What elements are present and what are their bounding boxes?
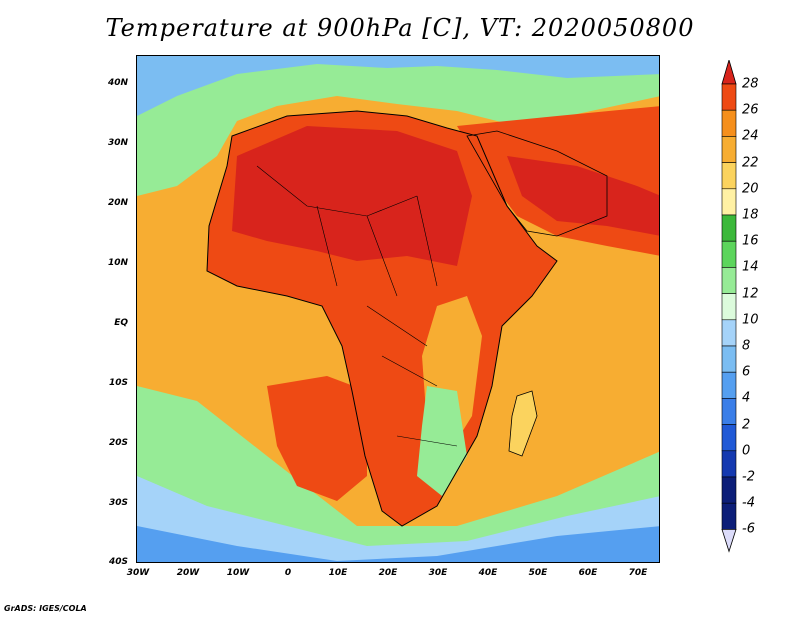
colorbar-segment bbox=[721, 267, 737, 294]
lon-label: 20E bbox=[378, 568, 398, 578]
atlantic-warm-plume bbox=[267, 376, 367, 501]
lon-label: 30W bbox=[126, 568, 150, 578]
south-coldest-zone bbox=[137, 526, 659, 562]
north-cold-zone bbox=[137, 56, 659, 116]
lat-label: 40N bbox=[107, 78, 128, 88]
colorbar-segment bbox=[721, 424, 737, 452]
arabia-hot-core bbox=[507, 156, 659, 236]
colorbar-segment bbox=[721, 319, 737, 347]
lon-label: 10E bbox=[328, 568, 348, 578]
south-cool-zone bbox=[137, 386, 659, 562]
madagascar bbox=[508, 390, 538, 457]
lat-label: EQ bbox=[114, 318, 128, 328]
lon-label: 40E bbox=[478, 568, 498, 578]
lat-label: 20S bbox=[108, 438, 128, 448]
colorbar-tick-label: 6 bbox=[742, 364, 751, 380]
colorbar-segment bbox=[721, 450, 737, 478]
colorbar-tick-label: 24 bbox=[742, 128, 759, 144]
colorbar-segment bbox=[721, 109, 737, 137]
lat-label: 40S bbox=[108, 557, 128, 567]
colorbar-tick-label: 4 bbox=[742, 390, 751, 406]
colorbar-top-arrow bbox=[721, 60, 737, 85]
colorbar-segment bbox=[721, 83, 737, 111]
colorbar-tick-label: 14 bbox=[742, 259, 759, 275]
colorbar-tick-label: 10 bbox=[742, 312, 759, 328]
colorbar-tick-label: 26 bbox=[742, 102, 759, 118]
lon-label: 30E bbox=[428, 568, 448, 578]
colorbar-tick-label: 28 bbox=[742, 76, 759, 92]
colorbar-segment bbox=[721, 293, 737, 321]
north-cool-zone bbox=[137, 56, 659, 196]
colorbar-segment bbox=[721, 240, 737, 268]
colorbar-tick-label: 8 bbox=[742, 338, 751, 354]
lon-label: 50E bbox=[528, 568, 548, 578]
lat-label: 30N bbox=[107, 138, 128, 148]
sahara-hot-core bbox=[232, 126, 472, 266]
colorbar-segment bbox=[721, 476, 737, 504]
lon-label: 60E bbox=[578, 568, 598, 578]
footer-credit: GrADS: IGES/COLA bbox=[4, 604, 87, 613]
colorbar-tick-label: 18 bbox=[742, 207, 759, 223]
lon-label: 20W bbox=[176, 568, 200, 578]
lon-label: 70E bbox=[628, 568, 648, 578]
colorbar-segment bbox=[721, 214, 737, 242]
colorbar-tick-label: 2 bbox=[742, 417, 751, 433]
colorbar-segment bbox=[721, 188, 737, 216]
lat-label: 10N bbox=[107, 258, 128, 268]
map-canvas bbox=[137, 56, 659, 562]
south-cold-zone bbox=[137, 476, 659, 562]
lat-label: 20N bbox=[107, 198, 128, 208]
colorbar-tick-label: 20 bbox=[742, 181, 759, 197]
africa-coastline bbox=[206, 110, 558, 527]
colorbar-bottom-arrow bbox=[721, 528, 737, 553]
colorbar-tick-label: -6 bbox=[742, 521, 755, 537]
map-title: Temperature at 900hPa [C], VT: 202005080… bbox=[105, 14, 695, 42]
colorbar bbox=[721, 60, 737, 553]
country-borders bbox=[256, 165, 458, 447]
lon-label: 10W bbox=[226, 568, 250, 578]
colorbar-segment bbox=[721, 136, 737, 163]
colorbar-tick-label: -2 bbox=[742, 469, 755, 485]
lon-label: 0 bbox=[284, 568, 292, 578]
temperature-map bbox=[136, 55, 660, 563]
colorbar-segment bbox=[721, 502, 737, 530]
arabia-coastline bbox=[466, 130, 608, 237]
colorbar-segment bbox=[721, 162, 737, 190]
colorbar-tick-label: 0 bbox=[742, 443, 751, 459]
colorbar-tick-label: 22 bbox=[742, 155, 759, 171]
lat-label: 10S bbox=[108, 378, 128, 388]
colorbar-segment bbox=[721, 371, 737, 399]
colorbar-segment bbox=[721, 398, 737, 425]
colorbar-segment bbox=[721, 345, 737, 373]
colorbar-tick-label: 16 bbox=[742, 233, 759, 249]
colorbar-tick-label: -4 bbox=[742, 495, 755, 511]
southeast-africa-cool bbox=[417, 386, 467, 496]
colorbar-tick-label: 12 bbox=[742, 286, 759, 302]
lat-label: 30S bbox=[108, 498, 128, 508]
